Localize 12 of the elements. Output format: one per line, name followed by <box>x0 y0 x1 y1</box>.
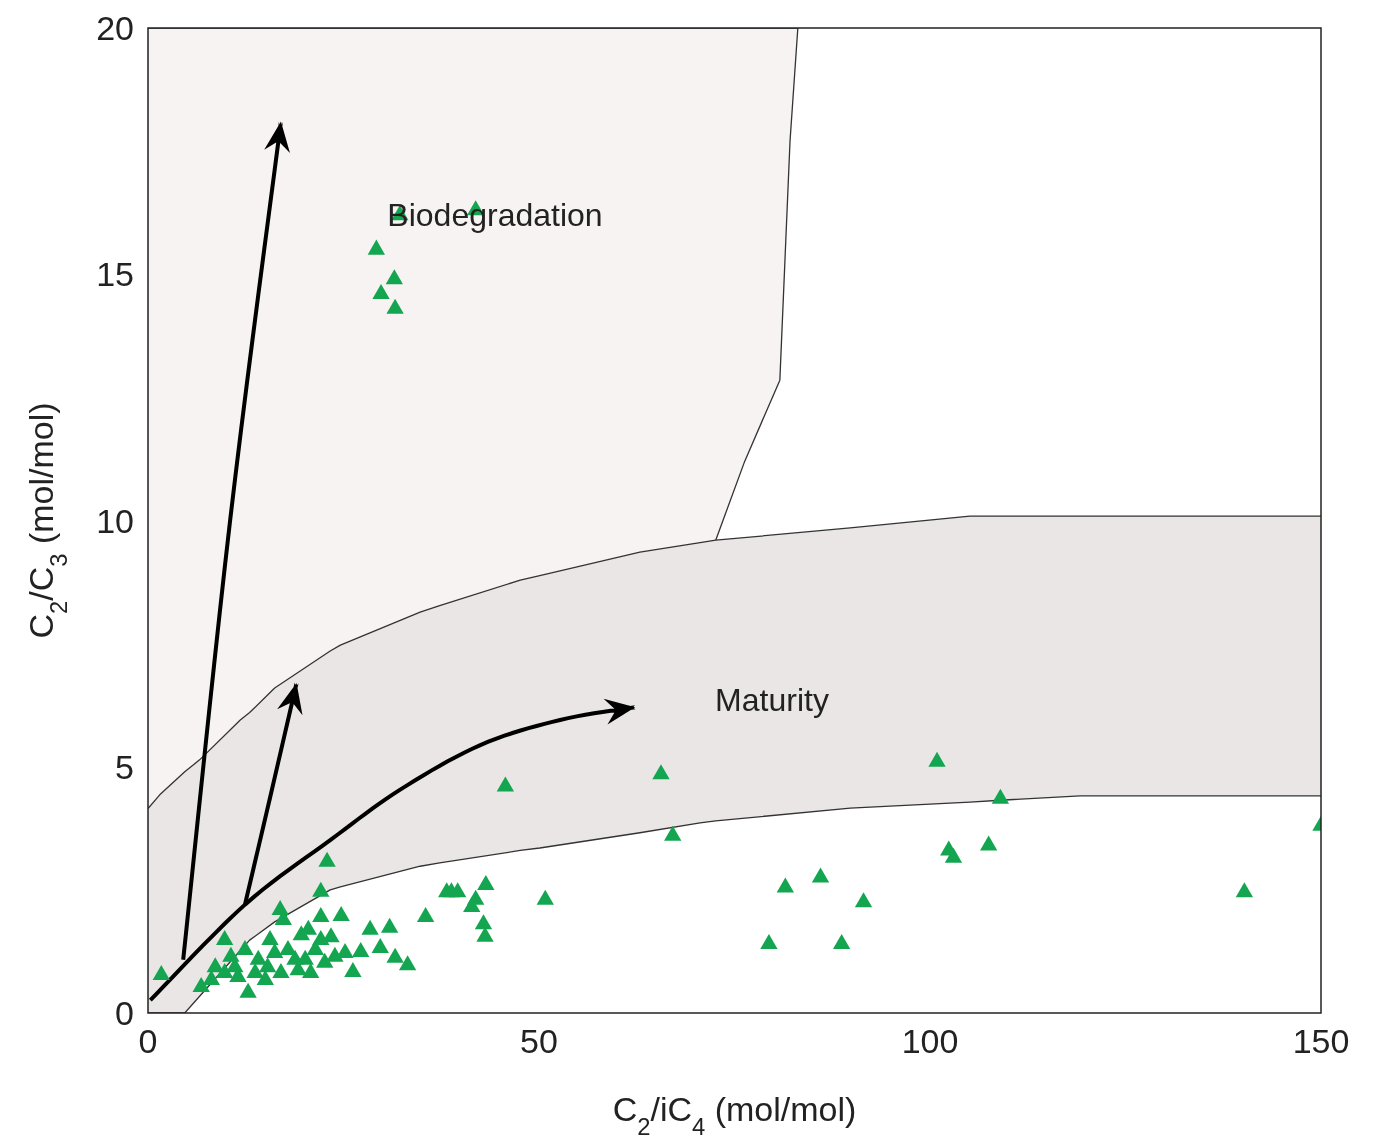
x-axis-title: C$_{2}$/iC$_{4}$ (mol/mol) <box>612 1090 857 1140</box>
y-tick-label: 5 <box>115 747 134 786</box>
y-tick-label: 15 <box>96 255 134 294</box>
x-tick-label: 100 <box>901 1022 959 1060</box>
annotation: Maturity <box>715 682 829 718</box>
y-tick-label: 10 <box>96 501 134 540</box>
x-tick-label: 150 <box>1292 1022 1350 1060</box>
annotation: Biodegradation <box>387 197 603 233</box>
y-tick-label: 20 <box>96 9 134 47</box>
y-tick-label: 0 <box>115 994 134 1032</box>
x-tick-label: 50 <box>520 1022 558 1060</box>
x-tick-label: 0 <box>138 1022 158 1060</box>
